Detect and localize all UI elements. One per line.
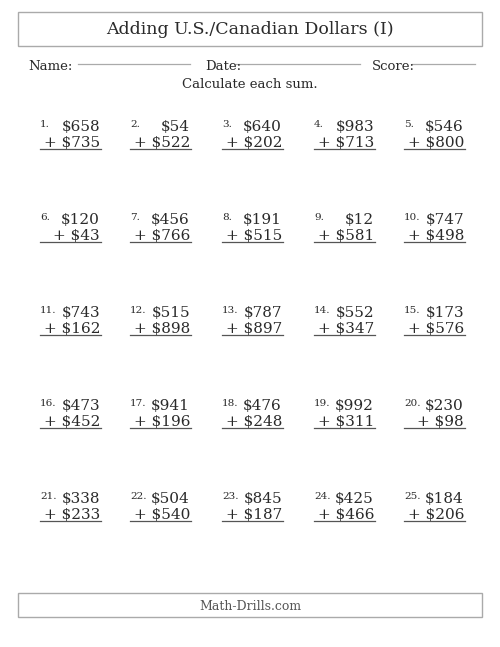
Text: $546: $546 [425,120,464,134]
Text: + $43: + $43 [54,229,100,243]
Text: 23.: 23. [222,492,238,501]
Text: $476: $476 [243,399,282,413]
Text: $456: $456 [151,213,190,227]
Text: $552: $552 [336,306,374,320]
Text: Name:: Name: [28,60,72,73]
Text: Score:: Score: [372,60,415,73]
Text: $743: $743 [62,306,100,320]
Text: 4.: 4. [314,120,324,129]
Text: + $713: + $713 [318,136,374,150]
Text: + $233: + $233 [44,508,100,522]
Text: $191: $191 [243,213,282,227]
Text: $184: $184 [425,492,464,506]
Text: + $800: + $800 [408,136,464,150]
Text: + $196: + $196 [134,415,190,429]
Text: 2.: 2. [130,120,140,129]
Text: $338: $338 [62,492,100,506]
Text: $473: $473 [62,399,100,413]
Text: $787: $787 [244,306,282,320]
Text: 15.: 15. [404,306,420,315]
Text: + $735: + $735 [44,136,100,150]
Text: + $206: + $206 [408,508,464,522]
Text: 13.: 13. [222,306,238,315]
Text: + $522: + $522 [134,136,190,150]
Text: + $347: + $347 [318,322,374,336]
Text: 18.: 18. [222,399,238,408]
Text: $120: $120 [61,213,100,227]
Text: 12.: 12. [130,306,146,315]
Text: 25.: 25. [404,492,420,501]
Text: + $540: + $540 [134,508,190,522]
Text: 1.: 1. [40,120,50,129]
Text: 9.: 9. [314,213,324,222]
Text: Date:: Date: [205,60,241,73]
Text: + $498: + $498 [408,229,464,243]
Text: + $576: + $576 [408,322,464,336]
Text: + $581: + $581 [318,229,374,243]
Text: Calculate each sum.: Calculate each sum. [182,78,318,91]
Text: + $766: + $766 [134,229,190,243]
Text: $640: $640 [243,120,282,134]
Text: $983: $983 [336,120,374,134]
Text: + $202: + $202 [226,136,282,150]
Text: $54: $54 [161,120,190,134]
Text: $504: $504 [151,492,190,506]
Text: 21.: 21. [40,492,56,501]
Text: + $311: + $311 [318,415,374,429]
Text: + $98: + $98 [418,415,464,429]
Text: $230: $230 [425,399,464,413]
Text: + $187: + $187 [226,508,282,522]
Text: $173: $173 [426,306,464,320]
Text: Adding U.S./Canadian Dollars (I): Adding U.S./Canadian Dollars (I) [106,21,394,39]
Text: + $897: + $897 [226,322,282,336]
Text: 16.: 16. [40,399,56,408]
Text: 24.: 24. [314,492,330,501]
Text: $747: $747 [426,213,464,227]
Text: 6.: 6. [40,213,50,222]
Text: + $898: + $898 [134,322,190,336]
Text: $515: $515 [152,306,190,320]
Text: 5.: 5. [404,120,414,129]
Text: 7.: 7. [130,213,140,222]
Bar [18,593,482,617]
Text: 14.: 14. [314,306,330,315]
Text: 11.: 11. [40,306,56,315]
Text: + $162: + $162 [44,322,100,336]
Text: $845: $845 [244,492,282,506]
Text: + $466: + $466 [318,508,374,522]
Bar [18,12,482,46]
Text: $992: $992 [335,399,374,413]
Text: 3.: 3. [222,120,232,129]
Text: + $452: + $452 [44,415,100,429]
Text: 17.: 17. [130,399,146,408]
Text: 20.: 20. [404,399,420,408]
Text: $658: $658 [62,120,100,134]
Text: $12: $12 [345,213,374,227]
Text: 10.: 10. [404,213,420,222]
Text: 19.: 19. [314,399,330,408]
Text: $425: $425 [335,492,374,506]
Text: $941: $941 [151,399,190,413]
Text: 8.: 8. [222,213,232,222]
Text: + $248: + $248 [226,415,282,429]
Text: 22.: 22. [130,492,146,501]
Text: + $515: + $515 [226,229,282,243]
Text: Math-Drills.com: Math-Drills.com [199,600,301,613]
